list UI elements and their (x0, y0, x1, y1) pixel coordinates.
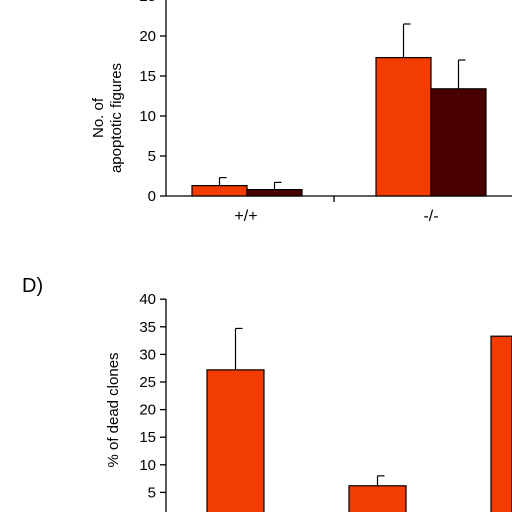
y-tick-label: 30 (139, 346, 156, 363)
bar (490, 335, 512, 512)
y-axis-label-line-2: apoptotic figures (108, 63, 125, 173)
y-tick-label: 15 (139, 429, 156, 446)
y-tick-label: 25 (139, 0, 156, 5)
category-label-wildtype: +/+ (234, 208, 257, 225)
bar (430, 88, 487, 197)
y-tick-label: 35 (139, 319, 156, 336)
y-tick-label: 15 (139, 68, 156, 85)
y-tick-label: 25 (139, 374, 156, 391)
y-tick-label: 0 (148, 188, 156, 205)
bar (191, 185, 248, 197)
bar (348, 485, 407, 512)
bar (375, 56, 432, 197)
y-tick-label: 5 (148, 484, 156, 501)
y-tick-label: 40 (139, 291, 156, 308)
bar (206, 369, 265, 512)
y-tick-label: 10 (139, 108, 156, 125)
y-tick-label: 20 (139, 402, 156, 419)
y-axis-label-line-1: No. of (90, 97, 107, 138)
y-tick-label: 20 (139, 28, 156, 45)
y-axis-label: % of dead clones (105, 352, 122, 467)
y-tick-label: 10 (139, 457, 156, 474)
y-tick-label: 5 (148, 148, 156, 165)
chart-dead-clones: D) % of dead clones 5 10 15 20 25 30 35 40 (22, 275, 512, 512)
bar (246, 189, 303, 197)
chart-apoptotic-figures: No. of apoptotic figures 0510152025 +/+ … (90, 0, 512, 225)
panel-label: D) (22, 275, 43, 297)
category-label-knockout: -/- (423, 208, 438, 225)
